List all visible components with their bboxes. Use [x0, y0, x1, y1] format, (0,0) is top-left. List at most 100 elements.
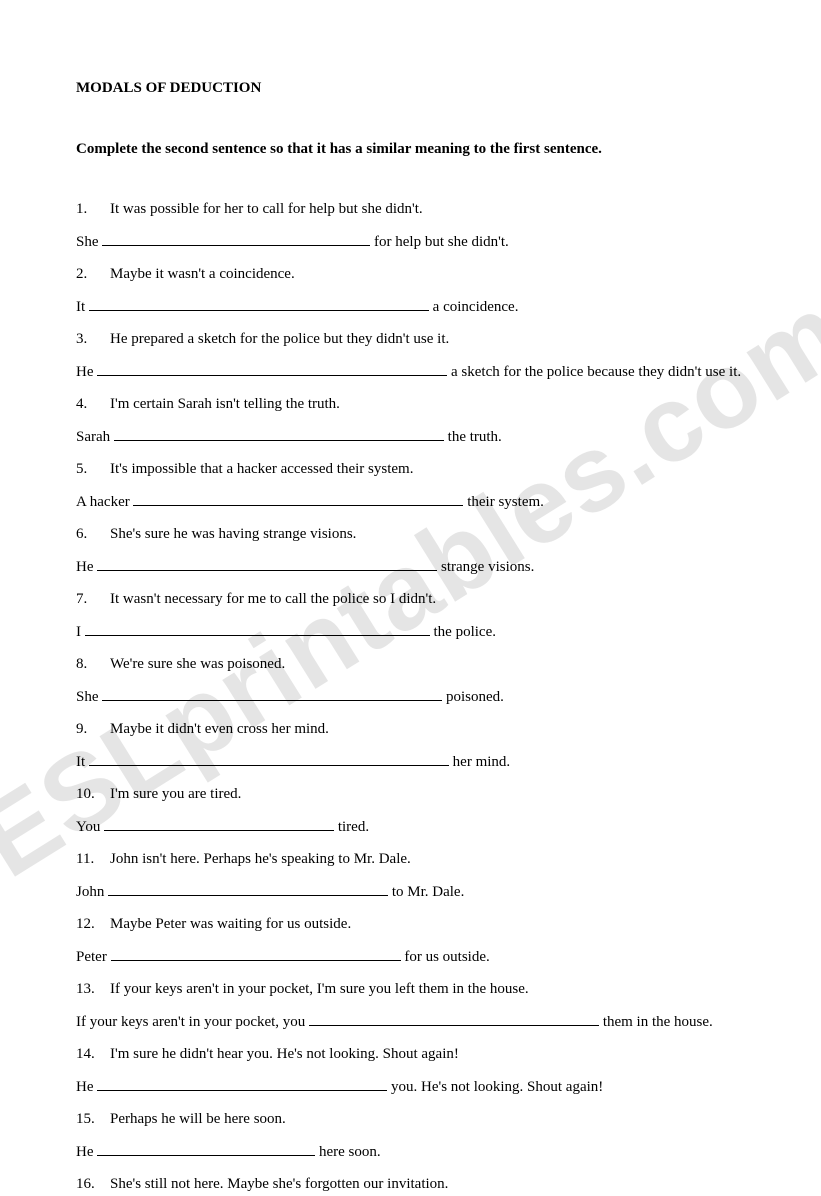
question-text: Maybe it didn't even cross her mind. — [110, 721, 329, 737]
answer-blank[interactable] — [85, 621, 430, 635]
answer-prefix: It — [76, 299, 89, 315]
answer-blank[interactable] — [89, 296, 429, 310]
answer-line: It her mind. — [76, 751, 745, 774]
question-line: 15.Perhaps he will be here soon. — [76, 1108, 745, 1131]
question-line: 10.I'm sure you are tired. — [76, 783, 745, 806]
question-text: It was possible for her to call for help… — [110, 201, 423, 217]
answer-suffix: strange visions. — [437, 559, 534, 575]
question-number: 15. — [76, 1108, 110, 1131]
question-line: 6.She's sure he was having strange visio… — [76, 523, 745, 546]
answer-blank[interactable] — [97, 1076, 387, 1090]
question-line: 5.It's impossible that a hacker accessed… — [76, 458, 745, 481]
answer-line: She for help but she didn't. — [76, 231, 745, 254]
question-text: I'm sure he didn't hear you. He's not lo… — [110, 1046, 459, 1062]
question-number: 14. — [76, 1043, 110, 1066]
answer-blank[interactable] — [97, 361, 447, 375]
answer-prefix: A hacker — [76, 494, 133, 510]
question-line: 2.Maybe it wasn't a coincidence. — [76, 263, 745, 286]
answer-suffix: poisoned. — [442, 689, 504, 705]
answer-prefix: She — [76, 689, 102, 705]
answer-prefix: You — [76, 819, 104, 835]
question-text: We're sure she was poisoned. — [110, 656, 285, 672]
answer-prefix: I — [76, 624, 85, 640]
answer-suffix: a coincidence. — [429, 299, 519, 315]
answer-blank[interactable] — [114, 426, 444, 440]
answer-blank[interactable] — [89, 751, 449, 765]
question-number: 7. — [76, 588, 110, 611]
answer-line: If your keys aren't in your pocket, you … — [76, 1011, 745, 1034]
worksheet-page: MODALS OF DEDUCTION Complete the second … — [0, 0, 821, 1196]
question-text: Perhaps he will be here soon. — [110, 1111, 286, 1127]
question-line: 4.I'm certain Sarah isn't telling the tr… — [76, 393, 745, 416]
question-number: 2. — [76, 263, 110, 286]
answer-line: I the police. — [76, 621, 745, 644]
question-text: It's impossible that a hacker accessed t… — [110, 461, 413, 477]
question-line: 11.John isn't here. Perhaps he's speakin… — [76, 848, 745, 871]
question-number: 11. — [76, 848, 110, 871]
answer-suffix: their system. — [463, 494, 543, 510]
answer-blank[interactable] — [111, 946, 401, 960]
answer-blank[interactable] — [97, 556, 437, 570]
question-number: 9. — [76, 718, 110, 741]
answer-prefix: Peter — [76, 949, 111, 965]
question-line: 3.He prepared a sketch for the police bu… — [76, 328, 745, 351]
question-line: 9.Maybe it didn't even cross her mind. — [76, 718, 745, 741]
answer-line: She poisoned. — [76, 686, 745, 709]
answer-line: John to Mr. Dale. — [76, 881, 745, 904]
answer-prefix: He — [76, 1144, 97, 1160]
answer-suffix: for us outside. — [401, 949, 490, 965]
answer-blank[interactable] — [104, 816, 334, 830]
question-text: She's still not here. Maybe she's forgot… — [110, 1176, 448, 1192]
question-line: 7.It wasn't necessary for me to call the… — [76, 588, 745, 611]
answer-suffix: the truth. — [444, 429, 502, 445]
question-text: I'm sure you are tired. — [110, 786, 241, 802]
question-number: 5. — [76, 458, 110, 481]
answer-suffix: the police. — [430, 624, 496, 640]
answer-suffix: you. He's not looking. Shout again! — [387, 1079, 603, 1095]
instruction-text: Complete the second sentence so that it … — [76, 141, 745, 158]
answer-blank[interactable] — [133, 491, 463, 505]
page-title: MODALS OF DEDUCTION — [76, 80, 745, 97]
answer-line: He strange visions. — [76, 556, 745, 579]
answer-line: He here soon. — [76, 1141, 745, 1164]
answer-prefix: Sarah — [76, 429, 114, 445]
question-line: 13.If your keys aren't in your pocket, I… — [76, 978, 745, 1001]
question-number: 1. — [76, 198, 110, 221]
question-number: 8. — [76, 653, 110, 676]
question-text: Maybe it wasn't a coincidence. — [110, 266, 295, 282]
question-text: It wasn't necessary for me to call the p… — [110, 591, 436, 607]
answer-prefix: John — [76, 884, 108, 900]
question-number: 12. — [76, 913, 110, 936]
answer-suffix: for help but she didn't. — [370, 234, 509, 250]
answer-prefix: If your keys aren't in your pocket, you — [76, 1014, 309, 1030]
answer-suffix: tired. — [334, 819, 369, 835]
answer-suffix: a sketch for the police because they did… — [447, 364, 741, 380]
question-line: 12.Maybe Peter was waiting for us outsid… — [76, 913, 745, 936]
question-line: 14.I'm sure he didn't hear you. He's not… — [76, 1043, 745, 1066]
answer-blank[interactable] — [102, 686, 442, 700]
answer-line: A hacker their system. — [76, 491, 745, 514]
answer-suffix: here soon. — [315, 1144, 380, 1160]
answer-line: Peter for us outside. — [76, 946, 745, 969]
answer-prefix: He — [76, 559, 97, 575]
answer-prefix: He — [76, 364, 97, 380]
answer-line: Sarah the truth. — [76, 426, 745, 449]
answer-line: He you. He's not looking. Shout again! — [76, 1076, 745, 1099]
answer-blank[interactable] — [97, 1141, 315, 1155]
question-text: Maybe Peter was waiting for us outside. — [110, 916, 351, 932]
question-line: 16.She's still not here. Maybe she's for… — [76, 1173, 745, 1196]
question-line: 1.It was possible for her to call for he… — [76, 198, 745, 221]
answer-suffix: to Mr. Dale. — [388, 884, 464, 900]
answer-prefix: She — [76, 234, 102, 250]
answer-blank[interactable] — [108, 881, 388, 895]
question-line: 8.We're sure she was poisoned. — [76, 653, 745, 676]
question-number: 16. — [76, 1173, 110, 1196]
answer-prefix: He — [76, 1079, 97, 1095]
answer-blank[interactable] — [102, 231, 370, 245]
question-number: 4. — [76, 393, 110, 416]
question-text: John isn't here. Perhaps he's speaking t… — [110, 851, 411, 867]
answer-line: He a sketch for the police because they … — [76, 361, 745, 384]
answer-blank[interactable] — [309, 1011, 599, 1025]
answer-prefix: It — [76, 754, 89, 770]
exercise-list: 1.It was possible for her to call for he… — [76, 198, 745, 1196]
